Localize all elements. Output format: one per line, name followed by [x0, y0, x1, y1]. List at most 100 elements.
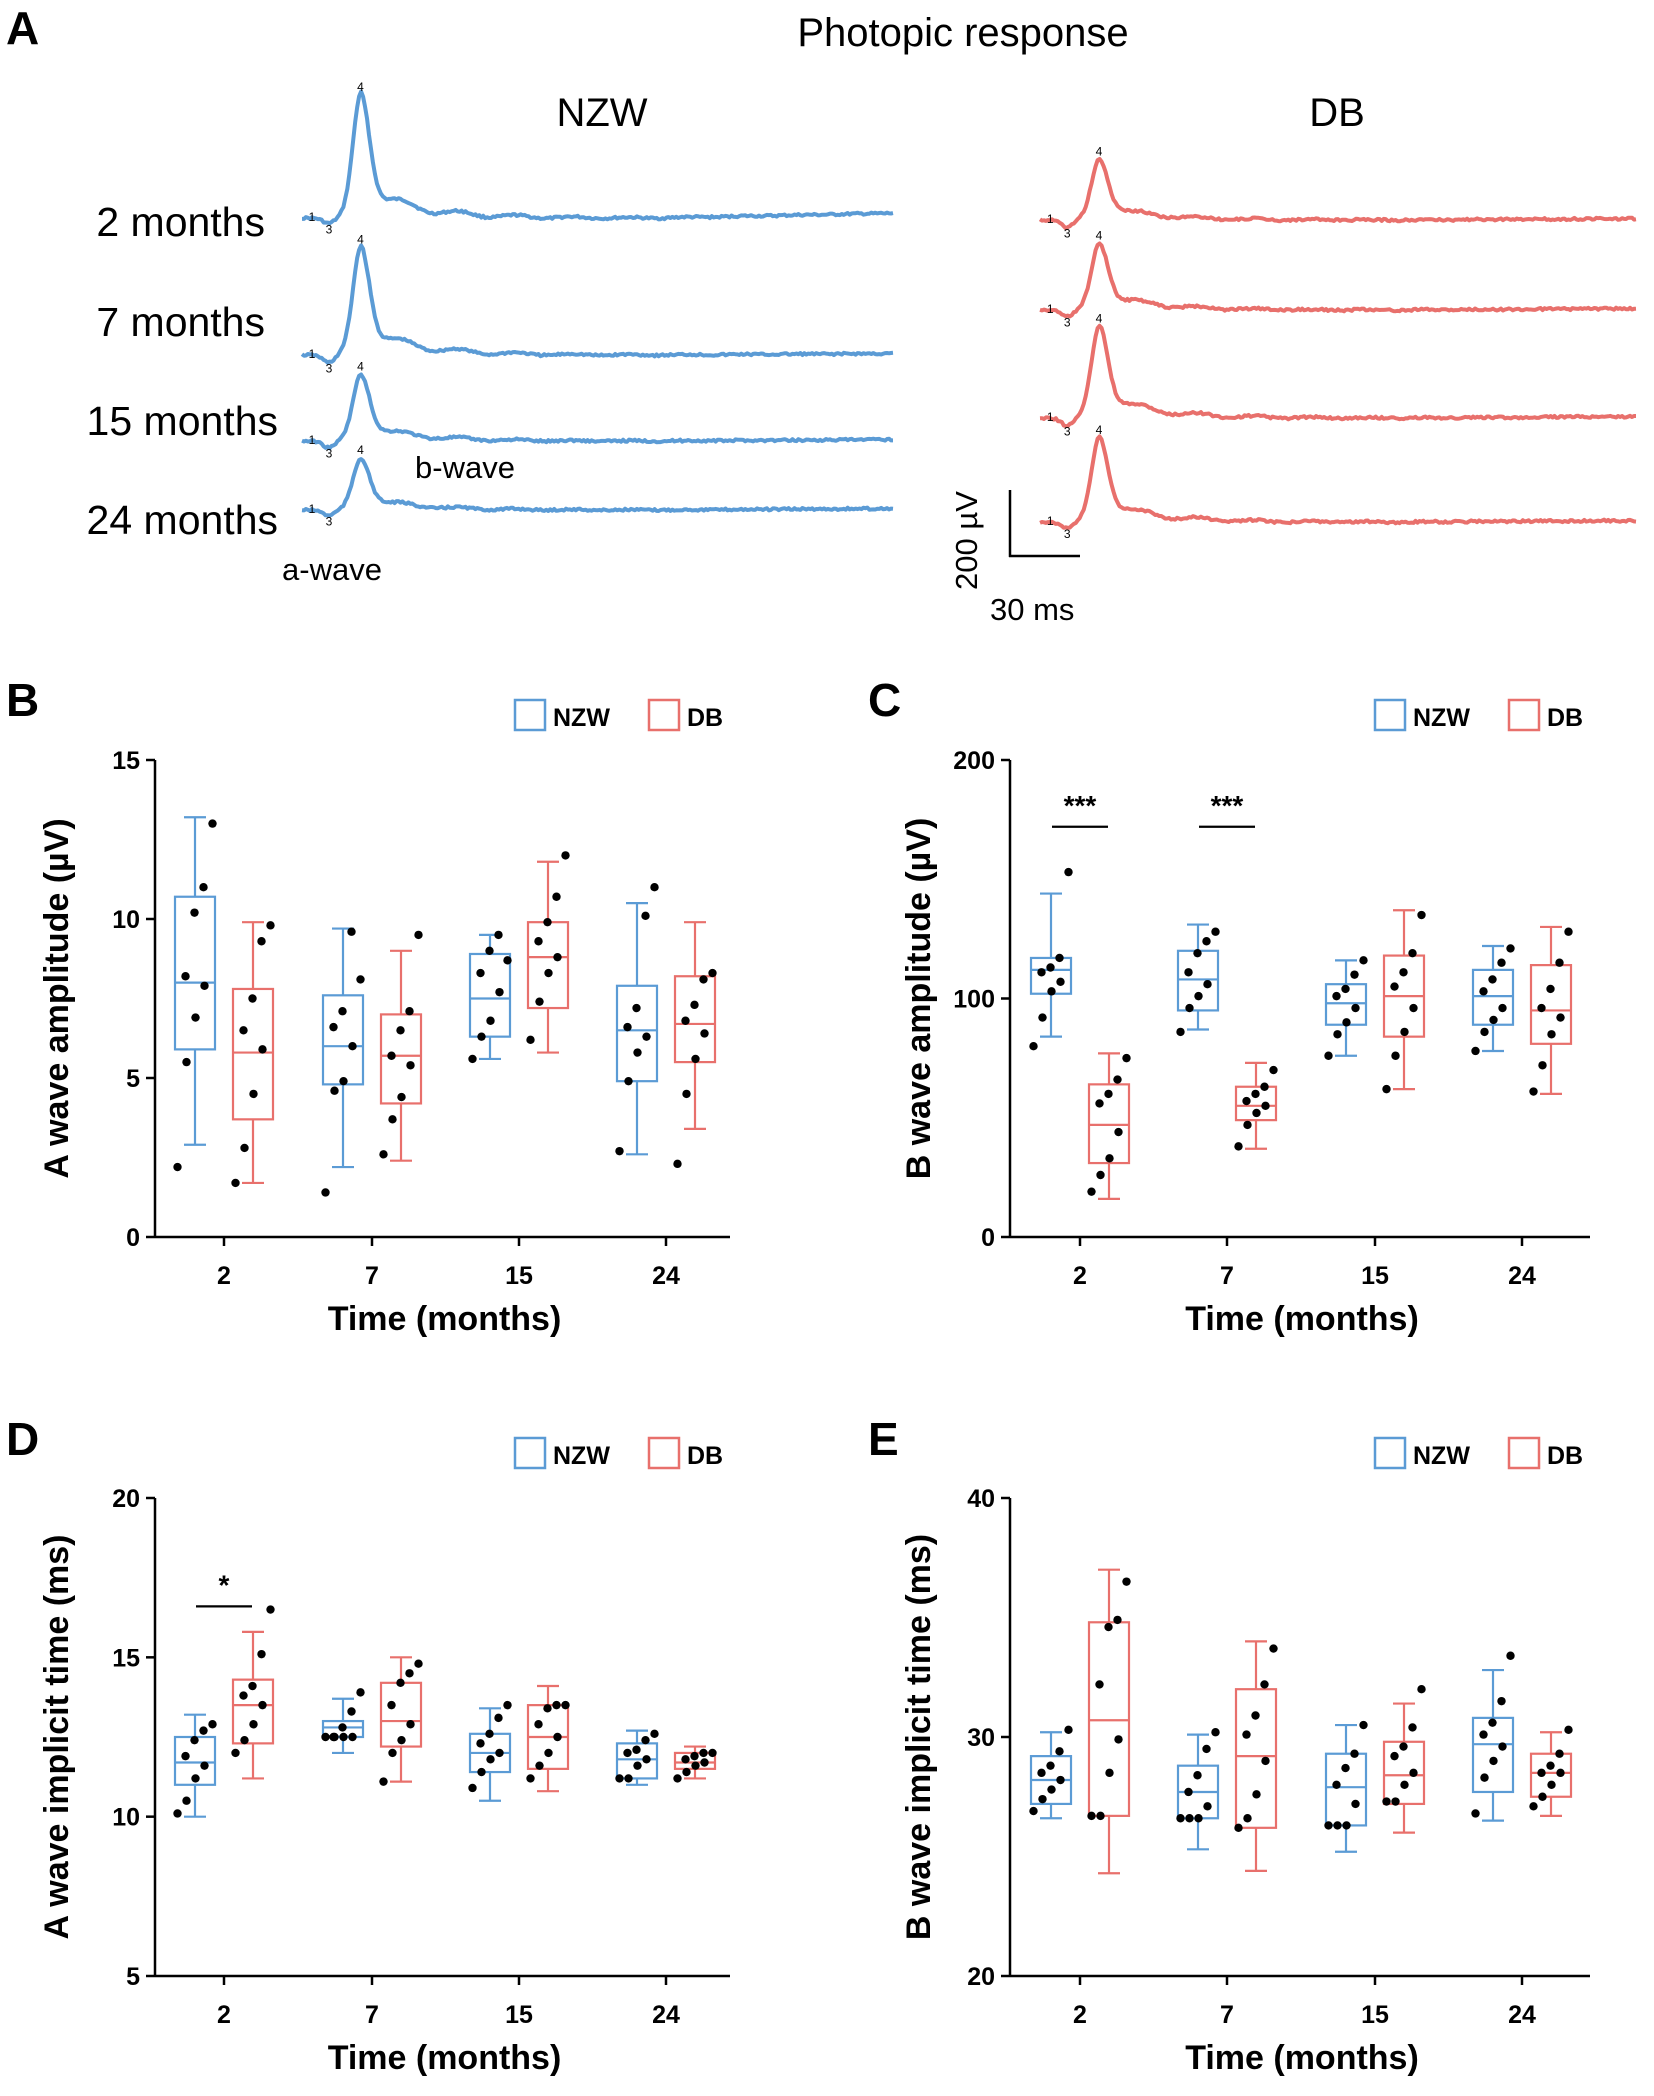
data-point: [379, 1150, 388, 1159]
y-tick-label: 20: [112, 1485, 140, 1513]
y-tick-label: 10: [112, 1804, 140, 1832]
data-point: [356, 975, 365, 984]
x-tick-label: 2: [1073, 2001, 1087, 2029]
trace-db-3: [1039, 323, 1636, 429]
data-point: [1333, 1821, 1342, 1830]
data-point: [1056, 1775, 1065, 1785]
box-nzw-7: [1176, 923, 1220, 1037]
legend-label-db: DB: [1547, 704, 1583, 732]
data-point: [249, 1720, 258, 1729]
scale-bar: 200 µV 30 ms: [949, 490, 1080, 627]
data-point: [1194, 1814, 1203, 1823]
data-point: [397, 1092, 406, 1102]
data-point: [1064, 1725, 1073, 1735]
x-tick-label: 7: [365, 1262, 379, 1290]
panel-letter-b: B: [6, 674, 39, 726]
x-tick-label: 7: [1220, 1262, 1234, 1290]
data-point: [543, 917, 552, 927]
data-point: [477, 1767, 486, 1777]
data-point: [1351, 1799, 1360, 1809]
panel-b-a-wave-amplitude: B 0 5 10 15 2 7 15 24 Time (months) A wave amplit…: [6, 674, 730, 1338]
data-point: [1341, 1763, 1350, 1773]
data-point: [240, 1735, 249, 1745]
data-point: [1184, 968, 1193, 977]
row-label-2-months: 2 months: [96, 199, 265, 245]
panel-letter-e: E: [868, 1413, 899, 1465]
box-iqr: [526, 921, 570, 1010]
data-point: [199, 883, 208, 892]
legend-label-db: DB: [687, 1442, 723, 1470]
box-nzw-15: [468, 1700, 512, 1802]
x-tick-label: 24: [652, 1262, 680, 1290]
data-point: [248, 994, 257, 1003]
data-point: [266, 1605, 275, 1614]
data-point: [623, 1748, 632, 1758]
data-point: [495, 987, 504, 997]
data-point: [405, 1007, 414, 1016]
data-point: [708, 968, 717, 978]
data-point: [406, 1720, 415, 1729]
legend-swatch-nzw: [1373, 1436, 1407, 1470]
data-point: [476, 968, 485, 978]
data-point: [544, 1748, 553, 1758]
trace-marker-3: 3: [326, 514, 333, 528]
row-label-15-months: 15 months: [87, 398, 278, 444]
data-point: [1479, 987, 1488, 996]
data-point: [1176, 1027, 1185, 1037]
box-db-2: [1087, 1052, 1131, 1200]
row-label-24-months: 24 months: [87, 497, 278, 543]
data-point: [1324, 1821, 1333, 1830]
data-point: [1243, 1814, 1252, 1823]
data-point: [1037, 968, 1046, 977]
data-point: [486, 1755, 495, 1764]
data-point: [1243, 1120, 1252, 1130]
box-nzw-24: [615, 883, 659, 1156]
box-nzw-2: [173, 816, 217, 1172]
data-point: [691, 1761, 700, 1770]
panel-letter-c: C: [868, 674, 901, 726]
x-tick-label: 7: [365, 2001, 379, 2029]
data-point: [468, 1783, 477, 1793]
data-point: [1332, 991, 1341, 1001]
data-point: [181, 1751, 190, 1761]
box-db-7: [379, 930, 423, 1162]
data-point: [231, 1748, 240, 1758]
data-point: [388, 1748, 397, 1758]
data-point: [1556, 1013, 1565, 1022]
box-db-2: [1087, 1568, 1131, 1875]
data-point: [396, 1678, 405, 1688]
x-axis-title: Time (months): [328, 2039, 562, 2077]
data-point: [200, 1761, 209, 1770]
data-point: [1105, 1768, 1114, 1778]
y-tick-label: 10: [112, 906, 140, 934]
data-point: [526, 1035, 535, 1045]
box-db-24: [673, 921, 717, 1169]
trace-marker-3: 3: [326, 222, 333, 236]
y-tick-label: 100: [953, 986, 995, 1014]
data-point: [1399, 1742, 1408, 1751]
data-point: [1122, 1577, 1131, 1586]
data-point: [534, 937, 543, 946]
legend-swatch-nzw: [513, 698, 547, 732]
data-point: [1417, 910, 1426, 920]
box-iqr: [1234, 1085, 1278, 1122]
data-point: [1400, 1027, 1409, 1037]
box-iqr: [231, 987, 275, 1121]
data-point: [239, 1691, 248, 1700]
data-point: [1047, 987, 1056, 996]
data-point: [673, 1774, 682, 1783]
box-iqr: [379, 1013, 423, 1105]
data-point: [1409, 1003, 1418, 1013]
data-point: [1479, 1730, 1488, 1739]
data-point: [356, 1688, 365, 1697]
scale-label-time: 30 ms: [990, 592, 1074, 627]
data-point: [1029, 1806, 1038, 1816]
data-point: [476, 1739, 485, 1748]
trace-nzw-4: [301, 457, 894, 518]
data-point: [1046, 1761, 1055, 1770]
trace-marker-4: 4: [357, 443, 364, 457]
trace-marker-4: 4: [1096, 423, 1103, 437]
data-point: [1489, 1756, 1498, 1766]
box-db-2: [231, 921, 275, 1188]
data-point: [485, 946, 494, 955]
